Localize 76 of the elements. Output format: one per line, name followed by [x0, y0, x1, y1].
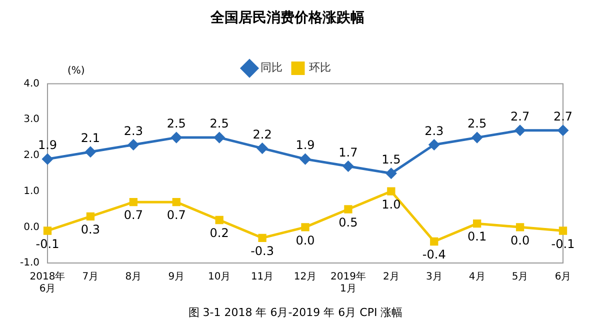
point — [342, 160, 354, 172]
data-label: 1.0 — [382, 197, 401, 212]
point — [472, 132, 482, 143]
data-label: 2.5 — [166, 116, 186, 131]
data-label: 0.0 — [296, 233, 315, 248]
x-tick-label: 2月 — [382, 272, 400, 283]
x-tick-label: 7月 — [82, 272, 99, 283]
chart-title: 全国居民消费价格涨跌幅 — [210, 10, 364, 26]
point — [514, 125, 526, 136]
data-label: 2.5 — [210, 116, 229, 131]
point — [257, 143, 268, 154]
x-tick-label: 3月 — [426, 272, 442, 283]
legend-label: 环比 — [309, 61, 331, 74]
point — [428, 139, 440, 150]
point — [42, 154, 53, 164]
y-tick-label: 4.0 — [24, 78, 40, 90]
data-label: 2.2 — [252, 127, 272, 142]
data-label: 2.3 — [124, 124, 143, 138]
x-tick-label: 9月 — [168, 272, 185, 283]
y-tick-label: 2.0 — [24, 150, 40, 162]
data-label: 0.7 — [166, 208, 186, 222]
x-tick-label: 2018年6月 — [30, 270, 66, 295]
point — [386, 168, 396, 179]
y-tick-label: -1.0 — [20, 258, 40, 269]
x-tick-label: 5月 — [512, 272, 528, 283]
point — [516, 223, 524, 232]
x-tick-label: 6月 — [554, 272, 572, 283]
data-label: 0.0 — [510, 233, 530, 248]
data-label: 0.3 — [80, 222, 100, 237]
point — [86, 212, 95, 220]
y-axis-title: (%) — [68, 65, 85, 76]
y-tick-label: 3.0 — [24, 114, 40, 126]
x-tick-label: 8月 — [125, 272, 142, 283]
point — [258, 234, 266, 242]
data-label: -0.3 — [250, 244, 274, 258]
point — [558, 226, 568, 235]
x-tick-label: 11月 — [250, 272, 274, 283]
point — [172, 198, 180, 206]
point — [214, 132, 225, 143]
point — [558, 125, 568, 136]
data-label: 2.5 — [468, 116, 487, 131]
data-label: -0.4 — [422, 248, 446, 262]
x-tick-label: 12月 — [294, 272, 317, 283]
data-label: -0.1 — [551, 236, 575, 251]
data-label: 1.9 — [296, 138, 315, 152]
data-label: 2.3 — [424, 124, 444, 138]
data-label: -0.1 — [36, 236, 60, 251]
caption: 图 3-1 2018 年 6月-2019 年 6月 CPI 涨幅 — [187, 305, 404, 320]
point — [171, 132, 182, 143]
point — [215, 216, 224, 224]
point — [301, 223, 310, 232]
point — [473, 220, 482, 228]
point — [300, 154, 311, 164]
legend-label: 同比 — [260, 61, 282, 74]
x-tick-label: 2019年1月 — [330, 270, 366, 295]
data-label: 1.5 — [382, 152, 401, 167]
data-label: 0.1 — [468, 230, 487, 244]
data-label: 0.5 — [338, 215, 358, 230]
point — [128, 139, 139, 150]
point — [430, 237, 438, 246]
point — [85, 146, 96, 158]
y-tick-label: 0.0 — [24, 222, 40, 233]
point — [129, 198, 138, 206]
data-label: 0.7 — [124, 208, 143, 222]
data-label: 2.1 — [80, 131, 100, 146]
point — [387, 187, 396, 196]
y-tick-label: 1.0 — [24, 186, 40, 197]
x-tick-label: 10月 — [208, 272, 231, 283]
data-label: 1.7 — [338, 145, 358, 160]
data-label: 2.7 — [553, 110, 573, 124]
data-label: 1.9 — [38, 138, 58, 152]
data-label: 0.2 — [210, 226, 229, 240]
x-tick-label: 4月 — [468, 272, 486, 283]
data-label: 2.7 — [510, 110, 530, 124]
point — [43, 226, 52, 235]
point — [344, 205, 352, 214]
